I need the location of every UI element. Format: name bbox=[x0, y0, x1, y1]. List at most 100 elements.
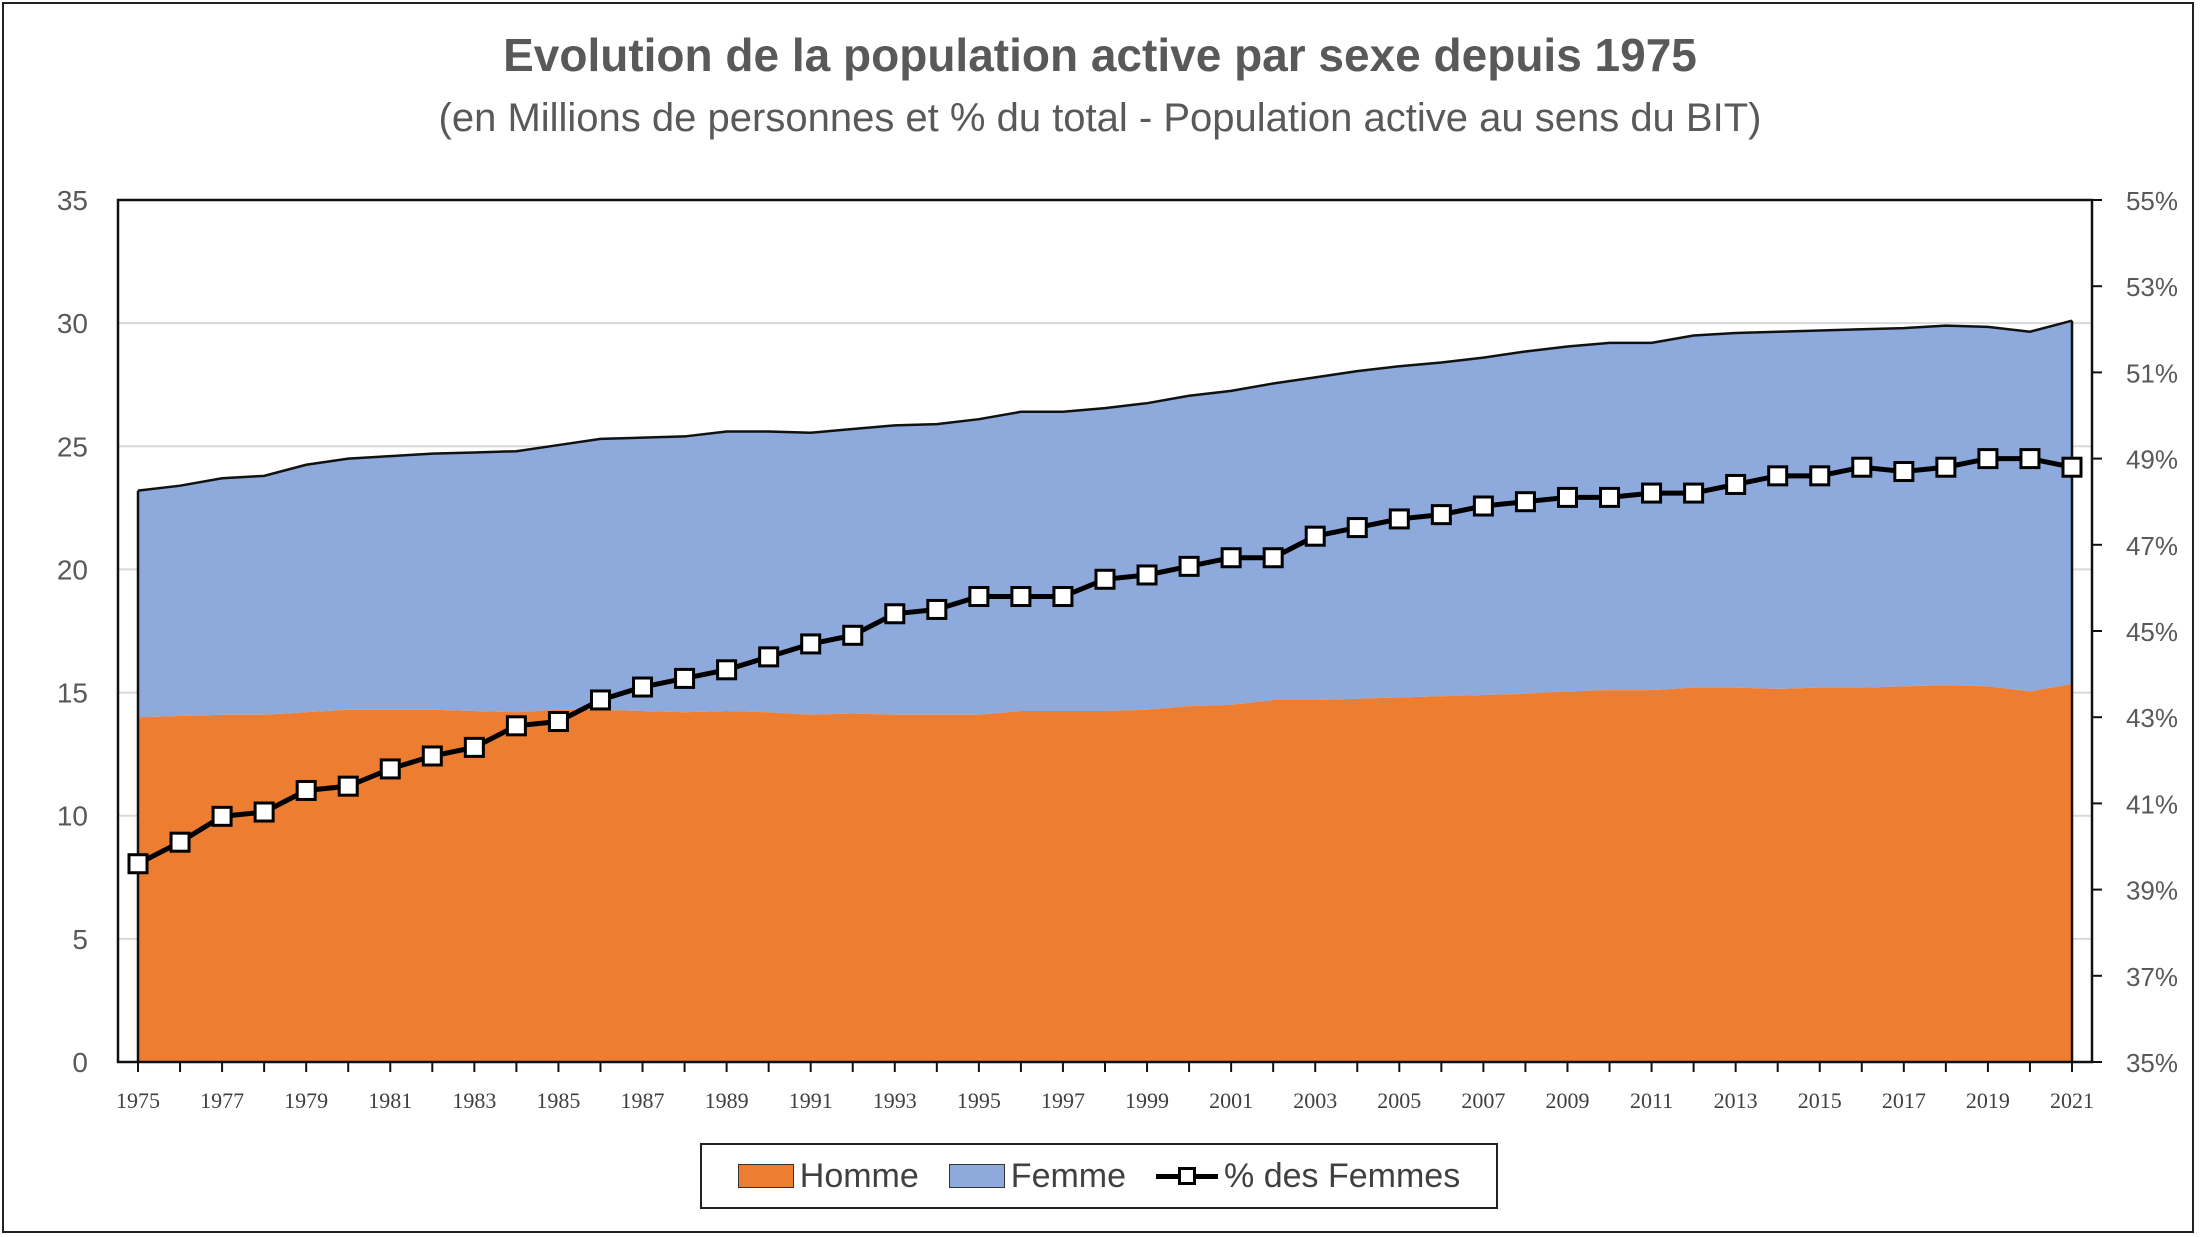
marker-pct-femmes bbox=[1809, 465, 1831, 487]
marker-pct-femmes bbox=[1052, 586, 1074, 608]
y-right-tick-label: 51% bbox=[2126, 358, 2178, 388]
marker-pct-femmes bbox=[211, 805, 233, 827]
x-tick-label: 1985 bbox=[536, 1088, 580, 1113]
x-tick-label: 2015 bbox=[1798, 1088, 1842, 1113]
marker-pct-femmes bbox=[1010, 586, 1032, 608]
x-tick-label: 1979 bbox=[284, 1088, 328, 1113]
marker-pct-femmes bbox=[1220, 547, 1242, 569]
marker-pct-femmes bbox=[1725, 473, 1747, 495]
marker-pct-femmes bbox=[926, 598, 948, 620]
legend-label-pct-femmes: % des Femmes bbox=[1224, 1156, 1461, 1195]
x-tick-label: 1989 bbox=[705, 1088, 749, 1113]
marker-pct-femmes bbox=[169, 831, 191, 853]
marker-pct-femmes bbox=[1935, 456, 1957, 478]
y-left-tick-label: 25 bbox=[57, 431, 88, 462]
marker-pct-femmes bbox=[505, 715, 527, 737]
marker-pct-femmes bbox=[1767, 465, 1789, 487]
marker-pct-femmes bbox=[253, 801, 275, 823]
y-left-tick-label: 0 bbox=[72, 1047, 88, 1078]
marker-pct-femmes bbox=[1178, 555, 1200, 577]
x-tick-label: 1977 bbox=[200, 1088, 244, 1113]
y-right-tick-label: 47% bbox=[2126, 531, 2178, 561]
marker-pct-femmes bbox=[1472, 495, 1494, 517]
marker-pct-femmes bbox=[1514, 491, 1536, 513]
marker-pct-femmes bbox=[1304, 525, 1326, 547]
marker-pct-femmes bbox=[1346, 517, 1368, 539]
y-right-tick-label: 53% bbox=[2126, 272, 2178, 302]
x-tick-label: 1997 bbox=[1041, 1088, 1085, 1113]
legend-line-marker-icon bbox=[1156, 1164, 1219, 1188]
marker-pct-femmes bbox=[2019, 448, 2041, 470]
area-femme bbox=[138, 320, 2072, 718]
marker-pct-femmes bbox=[1683, 482, 1705, 504]
marker-pct-femmes bbox=[1388, 508, 1410, 530]
y-left-tick-label: 10 bbox=[57, 801, 88, 832]
marker-pct-femmes bbox=[1977, 448, 1999, 470]
marker-pct-femmes bbox=[1893, 461, 1915, 483]
y-left-tick-label: 35 bbox=[57, 185, 88, 216]
x-tick-label: 2021 bbox=[2050, 1088, 2094, 1113]
x-tick-label: 1975 bbox=[116, 1088, 160, 1113]
marker-pct-femmes bbox=[379, 758, 401, 780]
chart-legend: Homme Femme % des Femmes bbox=[700, 1143, 1498, 1209]
x-tick-label: 2007 bbox=[1461, 1088, 1505, 1113]
x-tick-label: 2019 bbox=[1966, 1088, 2010, 1113]
y-left-tick-label: 5 bbox=[72, 924, 88, 955]
marker-pct-femmes bbox=[632, 676, 654, 698]
x-tick-label: 1983 bbox=[452, 1088, 496, 1113]
marker-pct-femmes bbox=[1136, 564, 1158, 586]
y-right-tick-label: 49% bbox=[2126, 445, 2178, 475]
x-tick-label: 2003 bbox=[1293, 1088, 1337, 1113]
marker-pct-femmes bbox=[547, 711, 569, 733]
x-tick-label: 1981 bbox=[368, 1088, 412, 1113]
marker-pct-femmes bbox=[842, 624, 864, 646]
chart-subtitle: (en Millions de personnes et % du total … bbox=[438, 96, 1762, 140]
y-right-tick-label: 37% bbox=[2126, 962, 2178, 992]
marker-pct-femmes bbox=[716, 659, 738, 681]
x-tick-label: 2017 bbox=[1882, 1088, 1926, 1113]
marker-pct-femmes bbox=[1599, 486, 1621, 508]
marker-pct-femmes bbox=[1094, 568, 1116, 590]
x-tick-label: 2005 bbox=[1377, 1088, 1421, 1113]
y-right-tick-label: 45% bbox=[2126, 617, 2178, 647]
marker-pct-femmes bbox=[295, 779, 317, 801]
y-left-tick-label: 30 bbox=[57, 308, 88, 339]
x-tick-label: 1993 bbox=[873, 1088, 917, 1113]
marker-pct-femmes bbox=[800, 633, 822, 655]
marker-pct-femmes bbox=[1262, 547, 1284, 569]
marker-pct-femmes bbox=[968, 586, 990, 608]
y-right-tick-label: 35% bbox=[2126, 1048, 2178, 1078]
legend-item-pct-femmes: % des Femmes bbox=[1156, 1157, 1460, 1196]
area-femme-outline bbox=[137, 319, 2073, 492]
y-left-tick-label: 15 bbox=[57, 678, 88, 709]
marker-pct-femmes bbox=[421, 745, 443, 767]
legend-item-homme: Homme bbox=[737, 1156, 919, 1196]
legend-swatch-homme bbox=[737, 1164, 794, 1188]
y-right-tick-label: 41% bbox=[2126, 789, 2178, 819]
y-right-tick-label: 43% bbox=[2126, 703, 2178, 733]
x-tick-label: 1991 bbox=[789, 1088, 833, 1113]
area-homme bbox=[138, 683, 2072, 1062]
x-tick-label: 2009 bbox=[1545, 1088, 1589, 1113]
x-tick-label: 2001 bbox=[1209, 1088, 1253, 1113]
marker-pct-femmes bbox=[1851, 456, 1873, 478]
legend-label-femme: Femme bbox=[1010, 1156, 1127, 1195]
x-tick-label: 2011 bbox=[1630, 1088, 1673, 1113]
marker-pct-femmes bbox=[674, 667, 696, 689]
y-right-tick-label: 39% bbox=[2126, 876, 2178, 906]
marker-pct-femmes bbox=[1430, 504, 1452, 526]
marker-pct-femmes bbox=[127, 853, 149, 875]
y-left-tick-label: 20 bbox=[57, 554, 88, 585]
marker-pct-femmes bbox=[758, 646, 780, 668]
y-right-tick-label: 55% bbox=[2126, 186, 2178, 216]
chart-title: Evolution de la population active par se… bbox=[503, 29, 1697, 81]
marker-pct-femmes bbox=[2061, 456, 2083, 478]
legend-item-femme: Femme bbox=[948, 1156, 1127, 1196]
marker-pct-femmes bbox=[1556, 486, 1578, 508]
marker-pct-femmes bbox=[1641, 482, 1663, 504]
x-tick-label: 1987 bbox=[621, 1088, 665, 1113]
x-tick-label: 1999 bbox=[1125, 1088, 1169, 1113]
legend-label-homme: Homme bbox=[799, 1156, 919, 1195]
marker-pct-femmes bbox=[884, 603, 906, 625]
